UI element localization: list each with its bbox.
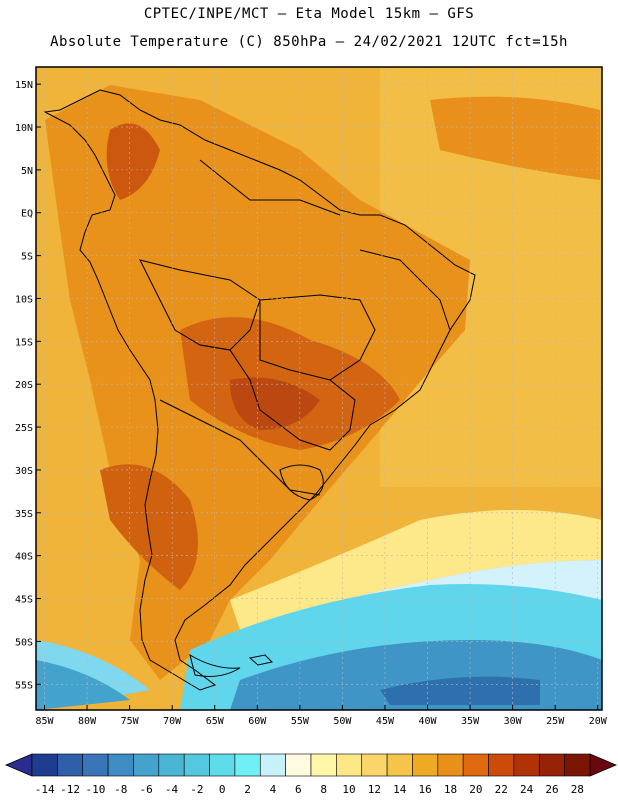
lat-label: 10S — [15, 294, 33, 305]
colorbar-label: -8 — [114, 783, 127, 796]
lon-label: 75W — [121, 716, 140, 727]
lat-label: 35S — [15, 509, 33, 520]
map-title-line1: CPTEC/INPE/MCT – Eta Model 15km – GFS — [143, 6, 475, 22]
colorbar-arrow-low — [4, 753, 33, 777]
field-hot-core-inner — [230, 377, 320, 430]
lat-label: 40S — [15, 552, 33, 563]
colorbar-swatch — [538, 753, 565, 777]
lon-label: 40W — [418, 716, 437, 727]
lon-label: 80W — [78, 716, 97, 727]
colorbar-swatch — [361, 753, 388, 777]
colorbar-swatch — [183, 753, 210, 777]
colorbar-swatch — [310, 753, 337, 777]
lon-label: 30W — [504, 716, 523, 727]
border-venezuela-brazil — [199, 159, 341, 216]
colorbar-label: 12 — [368, 783, 381, 796]
colorbar-label: 24 — [520, 783, 534, 796]
colorbar-swatch — [412, 753, 439, 777]
colorbar-label: 18 — [444, 783, 457, 796]
lat-label: 5N — [21, 166, 33, 177]
lon-label: 65W — [206, 716, 225, 727]
lat-label: 25S — [15, 423, 33, 434]
colorbar-swatch — [564, 753, 591, 777]
lon-label: 60W — [248, 716, 267, 727]
colorbar-label: 10 — [342, 783, 355, 796]
lat-label: 55S — [15, 680, 33, 691]
field-hot-core-central — [180, 317, 400, 450]
colorbar-swatch — [462, 753, 489, 777]
colorbar-label: -12 — [60, 783, 80, 796]
colorbar-label: 16 — [419, 783, 432, 796]
lon-label: 45W — [376, 716, 395, 727]
colorbar-label: 8 — [320, 783, 327, 796]
colorbar-label: -6 — [140, 783, 153, 796]
colorbar-swatch — [57, 753, 84, 777]
lat-label: 20S — [15, 380, 33, 391]
border-argentina-north — [159, 399, 321, 496]
lon-label: 25W — [546, 716, 565, 727]
field-cool-band-yellow — [230, 510, 602, 630]
lat-label: EQ — [21, 209, 33, 220]
lat-label: 30S — [15, 466, 33, 477]
colorbar-label: 4 — [270, 783, 277, 796]
colorbar-label: 0 — [219, 783, 226, 796]
colorbar-swatch — [285, 753, 312, 777]
border-peru-bolivia — [139, 259, 261, 351]
map-frame — [35, 66, 603, 711]
lon-label: 35W — [461, 716, 480, 727]
colorbar-swatch — [31, 753, 58, 777]
field-cold-pacific-deep — [36, 660, 130, 710]
colorbar-label: 2 — [244, 783, 251, 796]
colorbar-label: -2 — [190, 783, 203, 796]
colorbar-label: -14 — [35, 783, 55, 796]
lon-label: 85W — [35, 716, 54, 727]
colorbar-swatch — [336, 753, 363, 777]
coastline-tierra-del-fuego — [189, 653, 241, 677]
colorbar-swatch — [209, 753, 236, 777]
field-cold-core — [380, 676, 540, 705]
colorbar-swatch — [158, 753, 185, 777]
coastline-south-america — [43, 89, 476, 691]
colorbar-arrow-high — [589, 753, 618, 777]
border-brazil-states — [359, 249, 451, 331]
lat-label: 45S — [15, 595, 33, 606]
colorbar-label: 28 — [571, 783, 584, 796]
lon-label: 20W — [589, 716, 608, 727]
colorbar-label: 6 — [295, 783, 302, 796]
colorbar-label: 14 — [393, 783, 407, 796]
colorbar-swatch — [234, 753, 261, 777]
lat-label: 10N — [15, 123, 33, 134]
colorbar-swatch — [82, 753, 109, 777]
colorbar-label: -4 — [165, 783, 179, 796]
colorbar-swatch — [513, 753, 540, 777]
colorbar-swatch — [437, 753, 464, 777]
colorbar-swatch — [488, 753, 515, 777]
map-title-line2: Absolute Temperature (C) 850hPa – 24/02/… — [50, 34, 568, 50]
colorbar-label: 20 — [469, 783, 482, 796]
border-brazil-central — [259, 294, 376, 381]
colorbar-label: 22 — [495, 783, 508, 796]
colorbar-label: 26 — [545, 783, 558, 796]
lat-label: 15N — [15, 80, 33, 91]
lon-label: 50W — [333, 716, 352, 727]
coastline-falklands — [248, 654, 274, 666]
colorbar-swatch — [259, 753, 286, 777]
colorbar-swatch — [133, 753, 160, 777]
border-uruguay — [279, 464, 324, 501]
lat-label: 5S — [21, 252, 33, 263]
field-warm-band-north-atlantic — [430, 96, 600, 180]
border-paraguay — [199, 344, 356, 451]
colorbar-swatch — [107, 753, 134, 777]
lat-label: 50S — [15, 637, 33, 648]
field-hot-andes-north — [106, 123, 160, 200]
lon-label: 70W — [163, 716, 182, 727]
field-hot-south — [100, 464, 198, 590]
colorbar-label: -10 — [85, 783, 105, 796]
lon-label: 55W — [291, 716, 310, 727]
lat-label: 15S — [15, 337, 33, 348]
colorbar-swatch — [386, 753, 413, 777]
